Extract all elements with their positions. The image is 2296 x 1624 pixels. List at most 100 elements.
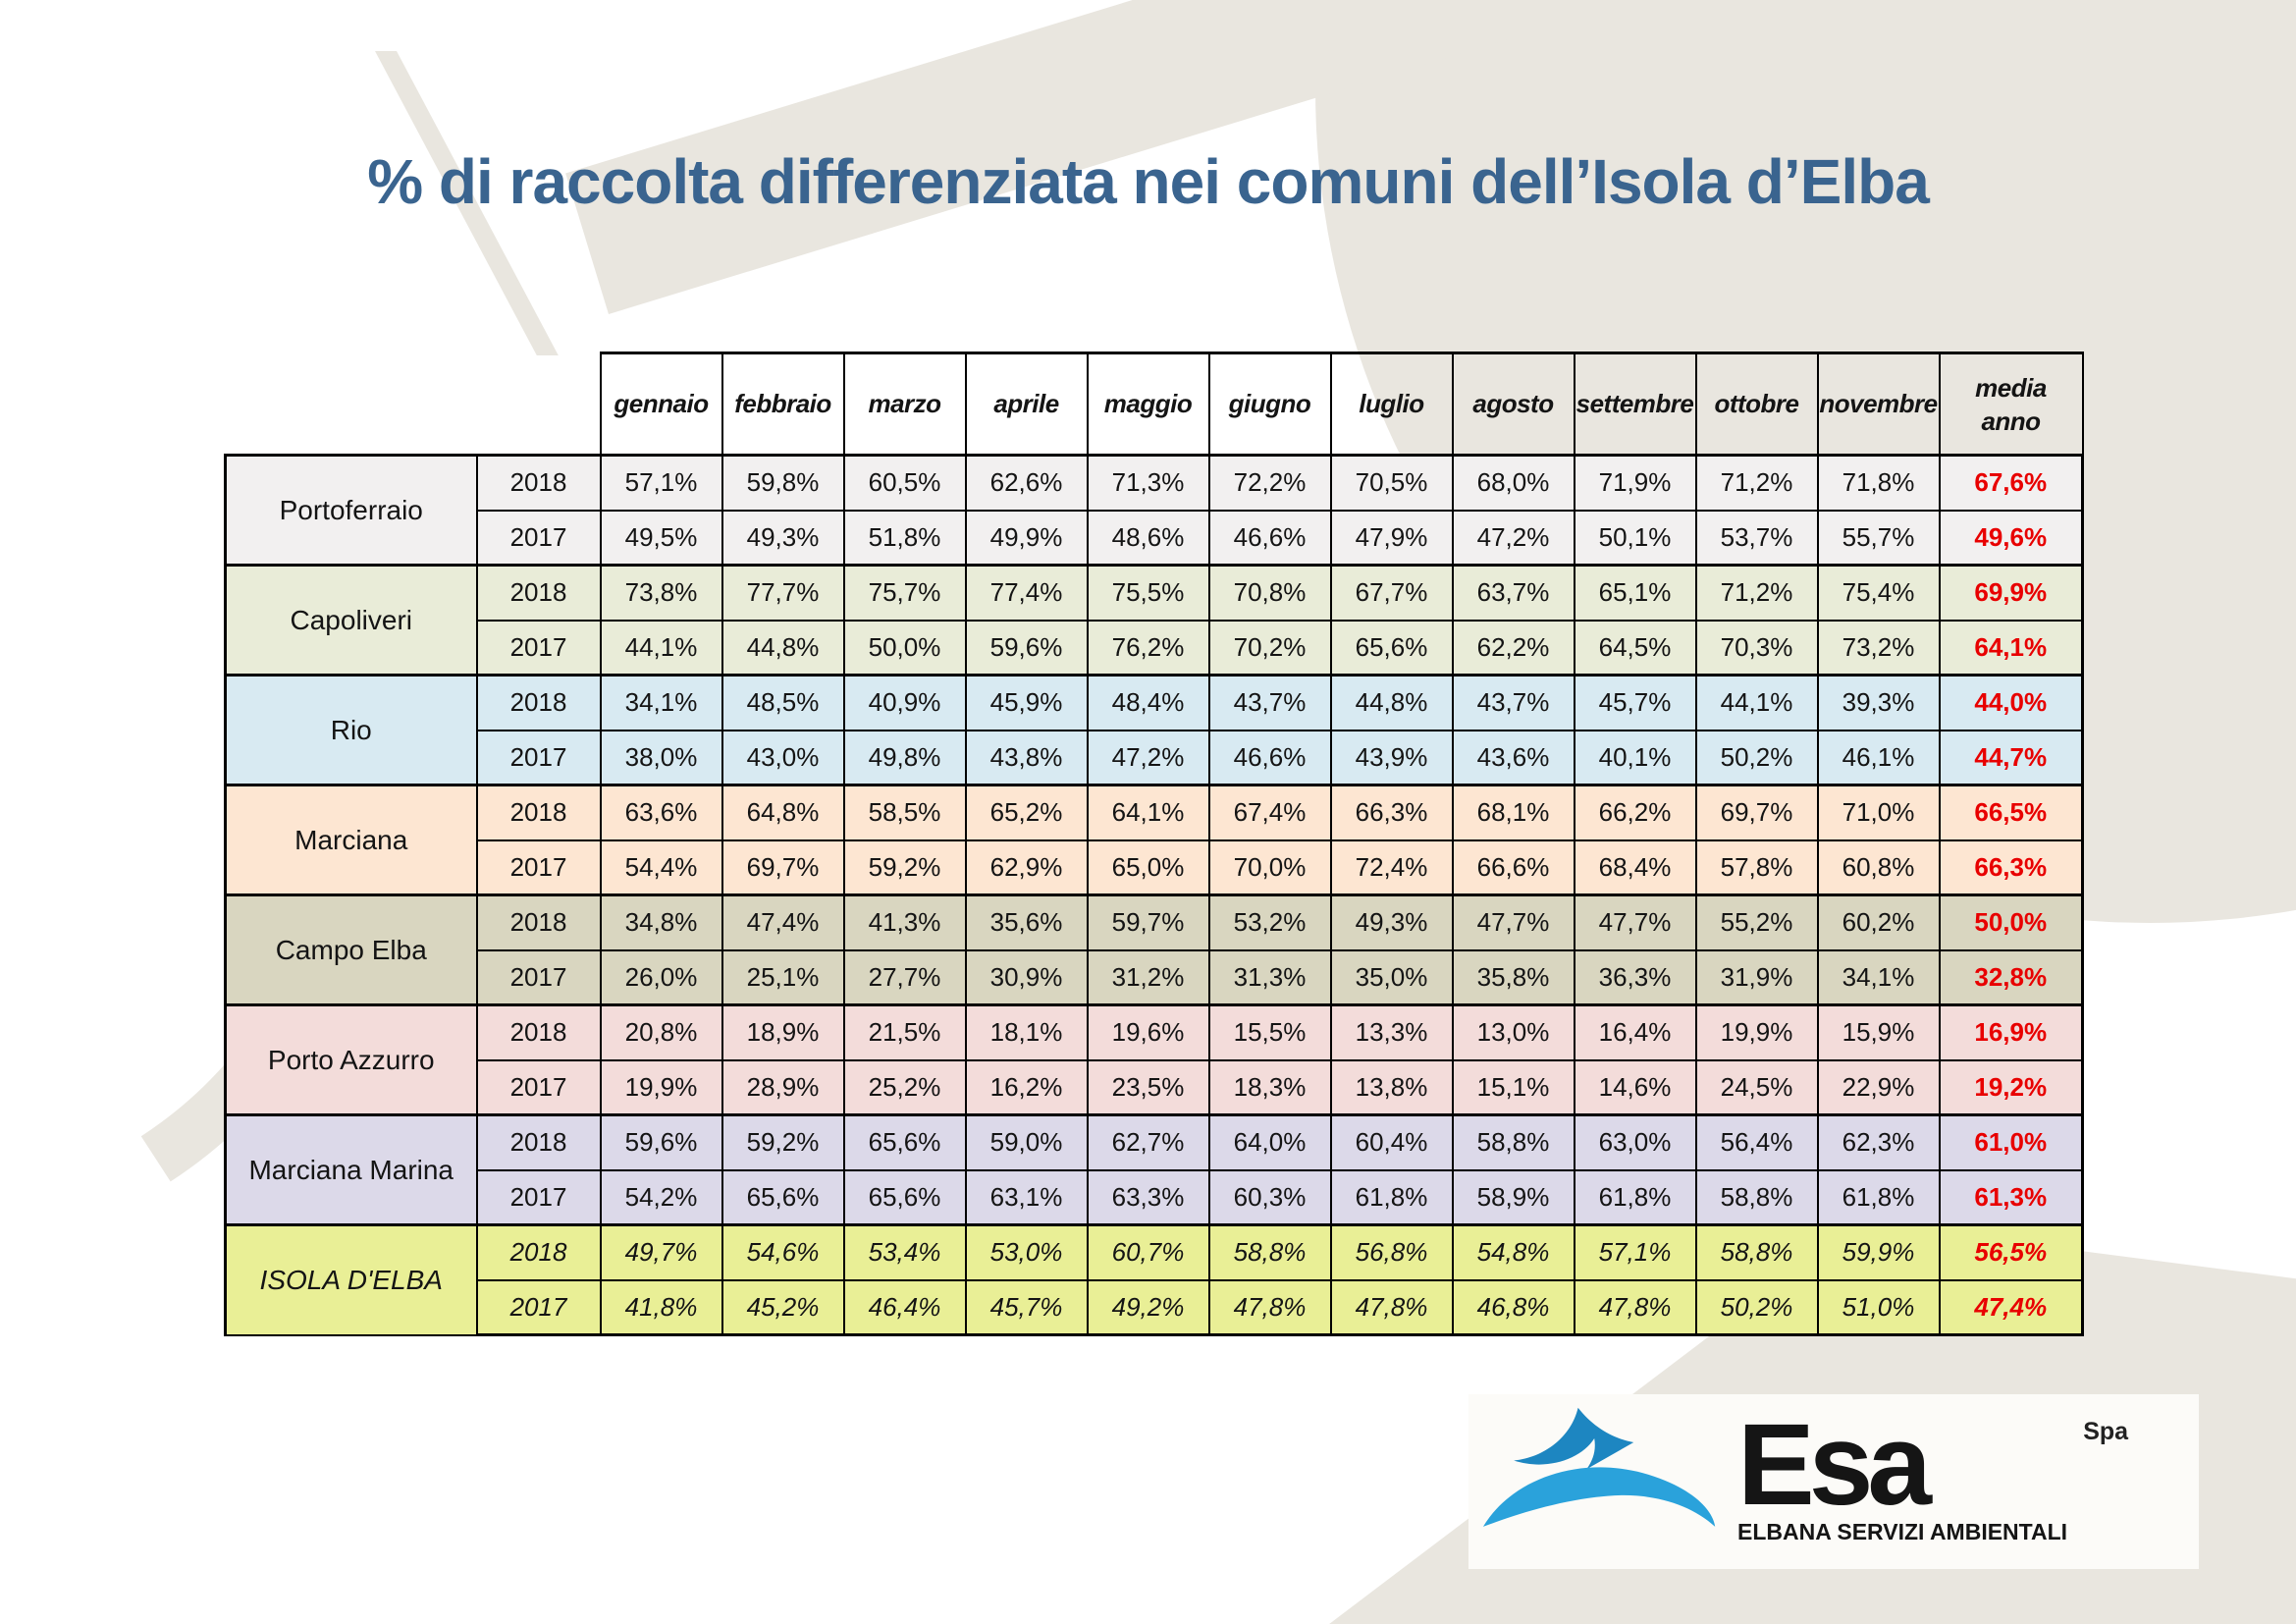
- value-cell: 25,1%: [721, 948, 845, 1006]
- page-title: % di raccolta differenziata nei comuni d…: [367, 146, 1930, 217]
- value-cell: 77,7%: [721, 564, 845, 622]
- media-header-line1: media: [1975, 372, 2047, 403]
- value-cell: 69,7%: [721, 839, 845, 896]
- esa-swoosh-icon: [1482, 1407, 1716, 1527]
- value-cell: 59,0%: [964, 1113, 1089, 1171]
- value-cell: 62,3%: [1816, 1113, 1941, 1171]
- value-cell: 15,5%: [1207, 1003, 1332, 1061]
- value-cell: 48,6%: [1086, 509, 1210, 567]
- media-value-cell: 56,5%: [1938, 1223, 2084, 1281]
- value-cell: 34,8%: [599, 893, 723, 951]
- media-value-cell: 66,3%: [1938, 839, 2084, 896]
- value-cell: 41,8%: [599, 1278, 723, 1336]
- value-cell: 45,2%: [721, 1278, 845, 1336]
- media-value-cell: 44,0%: [1938, 674, 2084, 731]
- value-cell: 58,8%: [1694, 1168, 1819, 1226]
- year-cell: 2018: [475, 1223, 602, 1281]
- municipality-cell: Rio: [224, 674, 478, 786]
- value-cell: 36,3%: [1573, 948, 1697, 1006]
- value-cell: 57,8%: [1694, 839, 1819, 896]
- value-cell: 65,2%: [964, 784, 1089, 841]
- value-cell: 58,8%: [1694, 1223, 1819, 1281]
- column-header-month: maggio: [1086, 352, 1210, 457]
- year-cell: 2017: [475, 729, 602, 786]
- year-cell: 2017: [475, 619, 602, 677]
- value-cell: 44,8%: [721, 619, 845, 677]
- value-cell: 46,1%: [1816, 729, 1941, 786]
- value-cell: 61,8%: [1816, 1168, 1941, 1226]
- media-value-cell: 61,0%: [1938, 1113, 2084, 1171]
- column-header-month: luglio: [1329, 352, 1454, 457]
- value-cell: 66,3%: [1329, 784, 1454, 841]
- value-cell: 47,7%: [1451, 893, 1575, 951]
- logo-subtitle: ELBANA SERVIZI AMBIENTALI: [1737, 1518, 2068, 1544]
- value-cell: 71,3%: [1086, 454, 1210, 512]
- value-cell: 59,6%: [964, 619, 1089, 677]
- media-value-cell: 69,9%: [1938, 564, 2084, 622]
- column-header-month: settembre: [1573, 352, 1697, 457]
- year-cell: 2018: [475, 564, 602, 622]
- logo-brand-name: Esa: [1737, 1400, 1932, 1531]
- value-cell: 73,8%: [599, 564, 723, 622]
- value-cell: 46,6%: [1207, 729, 1332, 786]
- value-cell: 23,5%: [1086, 1058, 1210, 1116]
- value-cell: 68,0%: [1451, 454, 1575, 512]
- value-cell: 55,7%: [1816, 509, 1941, 567]
- value-cell: 49,7%: [599, 1223, 723, 1281]
- value-cell: 70,8%: [1207, 564, 1332, 622]
- value-cell: 68,4%: [1573, 839, 1697, 896]
- value-cell: 49,3%: [1329, 893, 1454, 951]
- value-cell: 60,4%: [1329, 1113, 1454, 1171]
- value-cell: 44,8%: [1329, 674, 1454, 731]
- year-cell: 2017: [475, 839, 602, 896]
- value-cell: 25,2%: [842, 1058, 967, 1116]
- value-cell: 53,2%: [1207, 893, 1332, 951]
- value-cell: 43,7%: [1207, 674, 1332, 731]
- value-cell: 63,3%: [1086, 1168, 1210, 1226]
- municipality-cell: Portoferraio: [224, 454, 478, 567]
- raccolta-differenziata-table: gennaio febbraio marzo aprile maggio giugno lu…: [224, 352, 2084, 1336]
- municipality-cell: Marciana: [224, 784, 478, 896]
- value-cell: 72,2%: [1207, 454, 1332, 512]
- value-cell: 71,2%: [1694, 564, 1819, 622]
- value-cell: 46,4%: [842, 1278, 967, 1336]
- year-cell: 2017: [475, 948, 602, 1006]
- value-cell: 77,4%: [964, 564, 1089, 622]
- value-cell: 51,0%: [1816, 1278, 1941, 1336]
- value-cell: 49,5%: [599, 509, 723, 567]
- value-cell: 43,0%: [721, 729, 845, 786]
- media-value-cell: 67,6%: [1938, 454, 2084, 512]
- value-cell: 47,8%: [1207, 1278, 1332, 1336]
- value-cell: 41,3%: [842, 893, 967, 951]
- media-value-cell: 66,5%: [1938, 784, 2084, 841]
- value-cell: 54,6%: [721, 1223, 845, 1281]
- value-cell: 48,4%: [1086, 674, 1210, 731]
- column-header-month: novembre: [1816, 352, 1941, 457]
- value-cell: 31,9%: [1694, 948, 1819, 1006]
- value-cell: 31,3%: [1207, 948, 1332, 1006]
- value-cell: 44,1%: [599, 619, 723, 677]
- column-header-month: agosto: [1451, 352, 1575, 457]
- value-cell: 13,8%: [1329, 1058, 1454, 1116]
- value-cell: 38,0%: [599, 729, 723, 786]
- value-cell: 58,8%: [1207, 1223, 1332, 1281]
- municipality-cell: Marciana Marina: [224, 1113, 478, 1226]
- value-cell: 63,0%: [1573, 1113, 1697, 1171]
- value-cell: 35,8%: [1451, 948, 1575, 1006]
- media-value-cell: 44,7%: [1938, 729, 2084, 786]
- column-header-media: media anno: [1938, 352, 2084, 457]
- logo-brand-suffix: Spa: [2083, 1418, 2129, 1446]
- value-cell: 28,9%: [721, 1058, 845, 1116]
- value-cell: 49,2%: [1086, 1278, 1210, 1336]
- value-cell: 62,9%: [964, 839, 1089, 896]
- value-cell: 49,3%: [721, 509, 845, 567]
- value-cell: 60,2%: [1816, 893, 1941, 951]
- value-cell: 60,7%: [1086, 1223, 1210, 1281]
- value-cell: 46,8%: [1451, 1278, 1575, 1336]
- value-cell: 21,5%: [842, 1003, 967, 1061]
- media-value-cell: 19,2%: [1938, 1058, 2084, 1116]
- value-cell: 61,8%: [1329, 1168, 1454, 1226]
- value-cell: 59,2%: [842, 839, 967, 896]
- media-header-line2: anno: [1981, 406, 2041, 436]
